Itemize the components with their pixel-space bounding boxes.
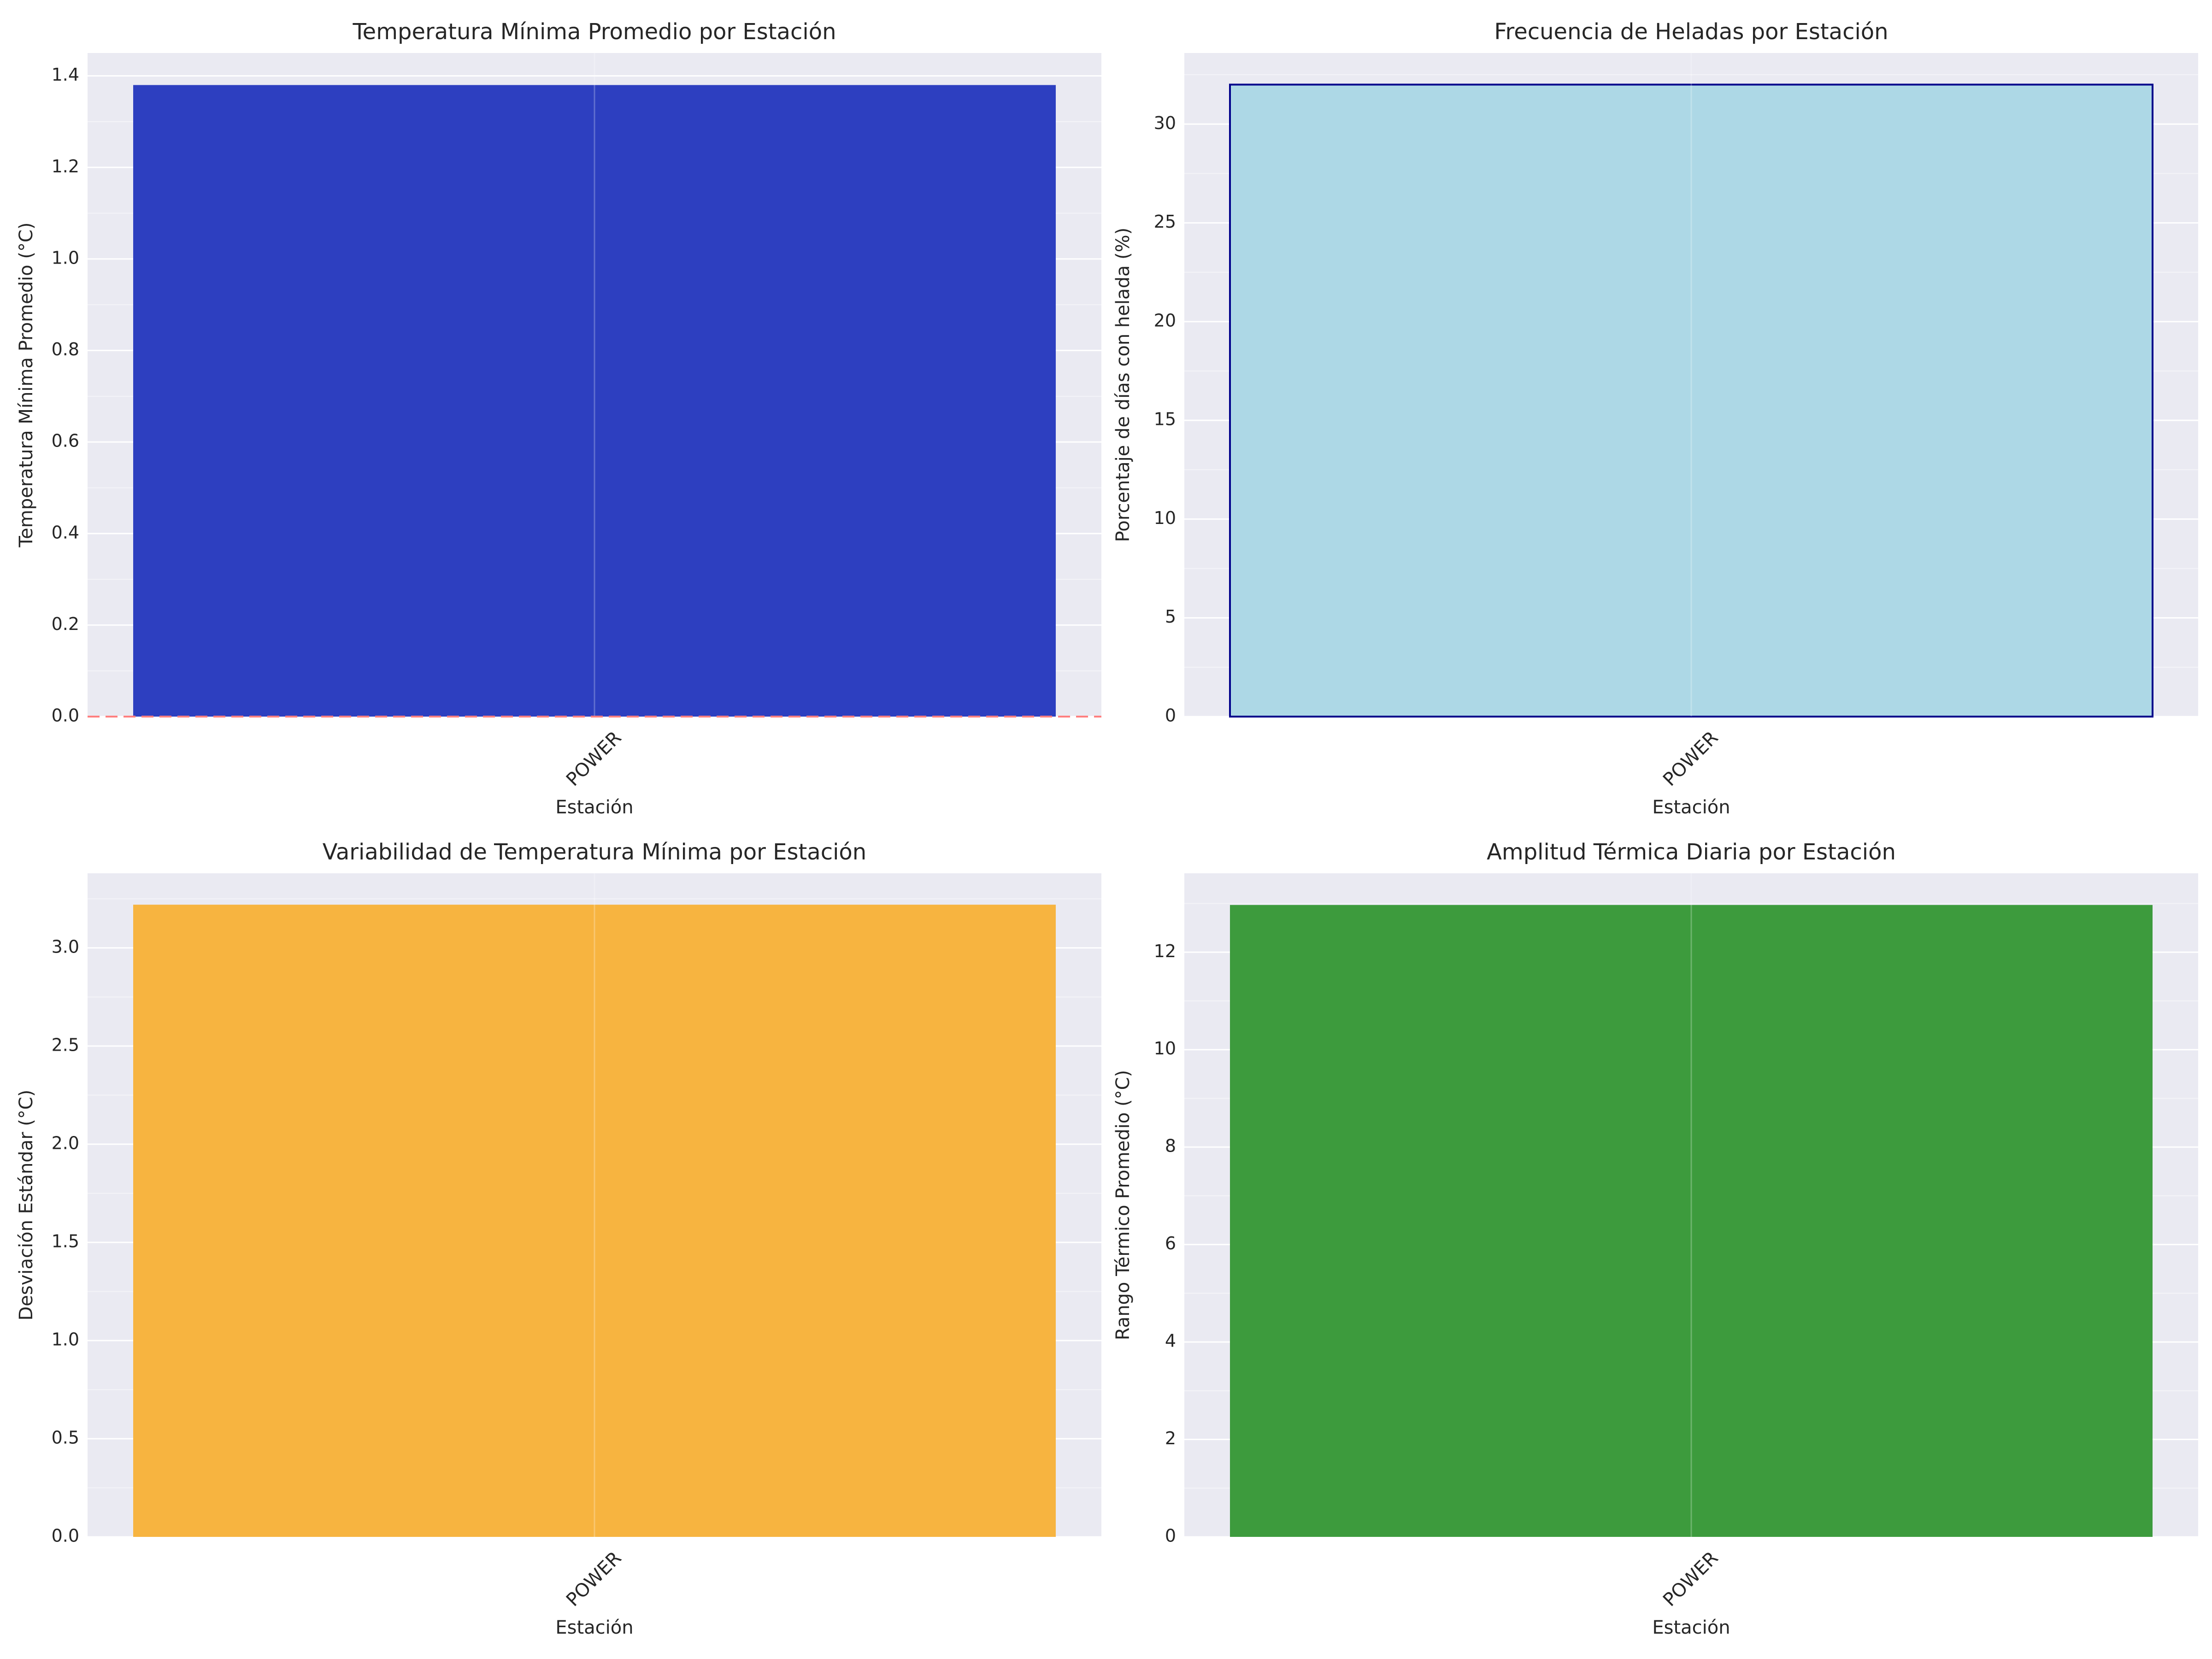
y-axis-label: Rango Térmico Promedio (°C) (1112, 1070, 1134, 1340)
x-axis-label: Estación (555, 1617, 633, 1638)
y-tick-label: 8 (1165, 1136, 1176, 1156)
y-tick-label: 5 (1165, 606, 1176, 627)
y-tick-label: 0.2 (52, 614, 79, 634)
y-tick-label: 0.8 (52, 339, 79, 359)
x-tick-label: POWER (1659, 727, 1722, 790)
x-axis-label: Estación (1652, 797, 1730, 818)
y-axis-label: Desviación Estándar (°C) (16, 1089, 37, 1320)
y-tick-label: 1.4 (52, 65, 79, 85)
y-tick-label: 1.0 (52, 1329, 79, 1349)
y-tick-label: 6 (1165, 1233, 1176, 1253)
y-tick-label: 0.6 (52, 431, 79, 451)
y-tick-label: 20 (1154, 310, 1176, 330)
chart-title: Temperatura Mínima Promedio por Estación (353, 19, 836, 45)
y-axis-label: Temperatura Mínima Promedio (°C) (16, 222, 37, 547)
chart-title: Variabilidad de Temperatura Mínima por E… (323, 839, 866, 865)
chart-panel-temp-min: 0.0 0.2 0.4 0.6 0.8 1.0 1.2 1.4 POWER Temperatura… (16, 19, 1101, 818)
x-tick-label: POWER (562, 1547, 625, 1611)
y-tick-label: 10 (1154, 508, 1176, 528)
y-tick-label: 3.0 (52, 936, 79, 957)
bar (133, 85, 1056, 717)
y-tick-label: 2 (1165, 1428, 1176, 1448)
y-tick-label: 10 (1154, 1038, 1176, 1059)
chart-title: Frecuencia de Heladas por Estación (1494, 19, 1888, 45)
y-tick-label: 4 (1165, 1331, 1176, 1351)
x-axis-label: Estación (555, 797, 633, 818)
chart-panel-frost-frequency: 0 5 10 15 20 25 30 POWER Frecuencia de Heladas p… (1112, 19, 2198, 818)
chart-panel-temp-variability: 0.0 0.5 1.0 1.5 2.0 2.5 3.0 POWER Variabilidad d… (16, 839, 1101, 1638)
chart-panel-thermal-range: 0 2 4 6 8 10 12 POWER Amplitud Térmica Diaria po… (1112, 839, 2198, 1638)
y-tick-label: 0.4 (52, 522, 79, 542)
y-tick-label: 0 (1165, 706, 1176, 726)
chart-title: Amplitud Térmica Diaria por Estación (1487, 839, 1896, 865)
y-tick-label: 30 (1154, 113, 1176, 133)
y-tick-label: 0.0 (52, 706, 79, 726)
y-tick-label: 15 (1154, 409, 1176, 429)
y-tick-label: 12 (1154, 941, 1176, 961)
bar (133, 905, 1056, 1537)
y-tick-label: 0.0 (52, 1526, 79, 1546)
y-tick-label: 1.2 (52, 156, 79, 176)
y-tick-label: 25 (1154, 212, 1176, 232)
bar (1230, 905, 2153, 1537)
x-tick-label: POWER (1659, 1547, 1722, 1611)
x-axis-label: Estación (1652, 1617, 1730, 1638)
bar (1229, 83, 2153, 718)
y-tick-label: 2.0 (52, 1133, 79, 1153)
y-tick-label: 1.0 (52, 247, 79, 268)
y-tick-label: 0.5 (52, 1427, 79, 1447)
y-tick-label: 2.5 (52, 1035, 79, 1055)
x-tick-label: POWER (562, 727, 625, 790)
y-tick-label: 1.5 (52, 1231, 79, 1251)
y-tick-label: 0 (1165, 1526, 1176, 1546)
y-axis-label: Porcentaje de días con helada (%) (1112, 228, 1134, 542)
